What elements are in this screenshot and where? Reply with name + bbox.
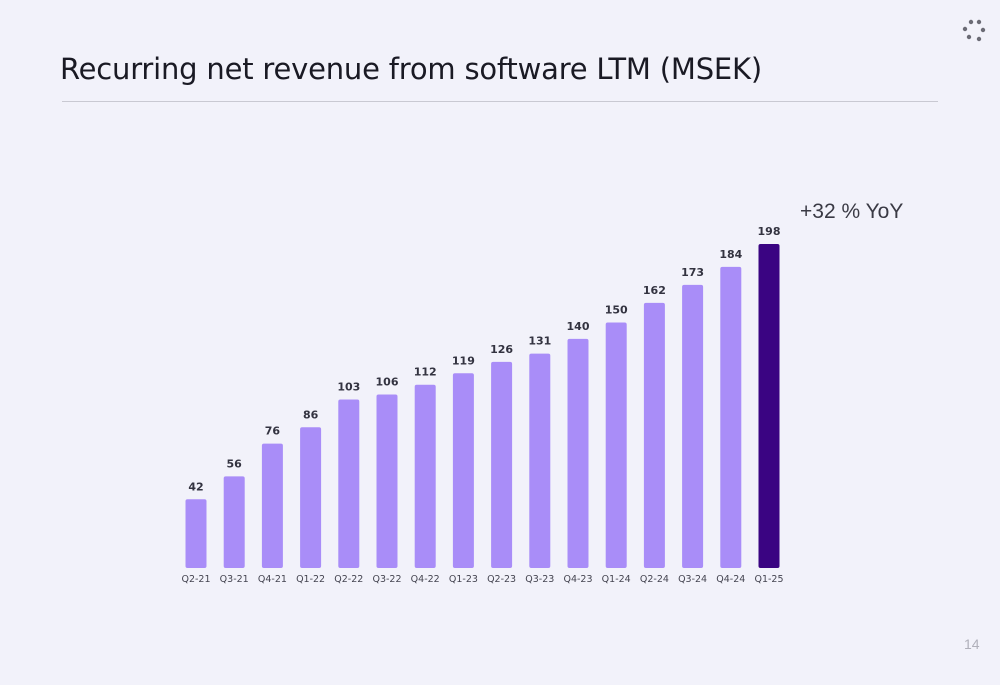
yoy-annotation: +32 % YoY	[800, 200, 904, 223]
bar-Q4-23	[567, 338, 589, 568]
bar-Q3-23	[529, 353, 551, 568]
data-label-Q2-22: 103	[337, 380, 360, 393]
bar-Q1-23	[452, 373, 474, 568]
tick-label-Q4-24: Q4-24	[716, 574, 745, 585]
data-label-Q1-22: 86	[303, 408, 319, 421]
bar-Q1-22	[300, 427, 322, 568]
tick-label-Q4-21: Q4-21	[258, 574, 287, 585]
data-label-Q3-23: 131	[528, 335, 551, 348]
tick-label-Q1-23: Q1-23	[449, 574, 478, 585]
tick-label-Q3-21: Q3-21	[220, 574, 249, 585]
tick-label-Q1-22: Q1-22	[296, 574, 325, 585]
tick-label-Q3-22: Q3-22	[372, 574, 401, 585]
tick-label-Q4-22: Q4-22	[411, 574, 440, 585]
title-divider	[62, 101, 938, 102]
bar-Q2-23	[491, 361, 513, 568]
bar-Q1-25	[758, 244, 780, 568]
data-label-Q4-24: 184	[719, 248, 742, 261]
data-label-Q3-21: 56	[227, 457, 243, 470]
bar-Q4-21	[261, 443, 283, 568]
data-label-Q1-23: 119	[452, 354, 475, 367]
tick-label-Q2-21: Q2-21	[181, 574, 210, 585]
tick-label-Q3-24: Q3-24	[678, 574, 707, 585]
data-label-Q1-25: 198	[758, 225, 781, 238]
data-label-Q3-22: 106	[376, 376, 399, 389]
data-label-Q4-22: 112	[414, 366, 437, 379]
bar-Q4-22	[414, 384, 436, 568]
data-label-Q4-21: 76	[265, 425, 281, 438]
data-label-Q1-24: 150	[605, 304, 628, 317]
bar-Q1-24	[605, 322, 627, 568]
tick-label-Q3-23: Q3-23	[525, 574, 554, 585]
tick-label-Q2-23: Q2-23	[487, 574, 516, 585]
tick-label-Q2-22: Q2-22	[334, 574, 363, 585]
data-label-Q4-23: 140	[567, 320, 590, 333]
bar-Q2-22	[338, 399, 360, 568]
bar-Q3-22	[376, 394, 398, 568]
tick-label-Q1-25: Q1-25	[754, 574, 783, 585]
bar-Q3-21	[223, 476, 245, 568]
data-label-Q2-21: 42	[188, 480, 203, 493]
data-label-Q3-24: 173	[681, 266, 704, 279]
data-label-Q2-23: 126	[490, 343, 513, 356]
bar-Q3-24	[682, 284, 704, 568]
tick-label-Q4-23: Q4-23	[563, 574, 592, 585]
data-label-Q2-24: 162	[643, 284, 666, 297]
tick-label-Q1-24: Q1-24	[602, 574, 631, 585]
bar-Q2-21	[185, 499, 207, 568]
page-title: Recurring net revenue from software LTM …	[60, 52, 762, 86]
bar-Q2-24	[643, 302, 665, 568]
bar-Q4-24	[720, 266, 742, 568]
tick-label-Q2-24: Q2-24	[640, 574, 669, 585]
page-number: 14	[964, 636, 980, 652]
dots-logo-icon	[962, 19, 986, 42]
